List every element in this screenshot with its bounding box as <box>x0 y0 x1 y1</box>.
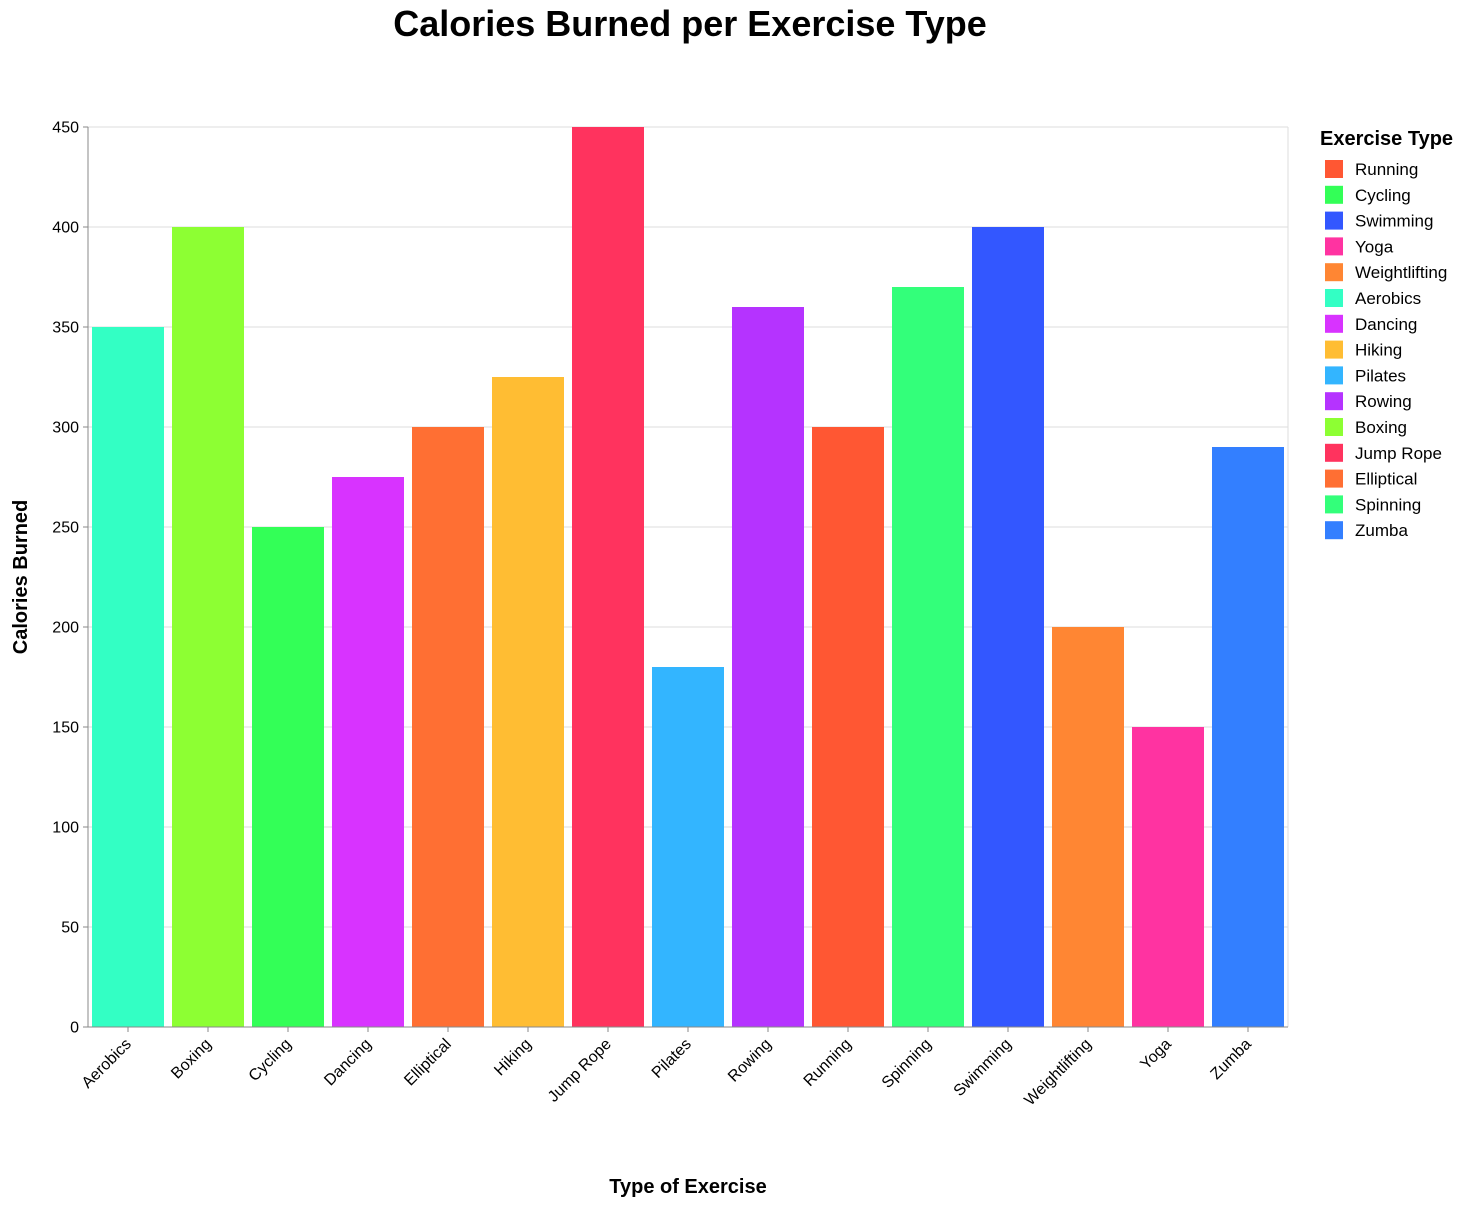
legend-swatch-cycling <box>1325 185 1343 204</box>
y-tick-label: 250 <box>52 520 79 537</box>
bar-zumba <box>1212 447 1284 1027</box>
legend-swatch-elliptical <box>1325 469 1343 488</box>
x-tick-label: Boxing <box>168 1036 215 1083</box>
bar-pilates <box>652 667 724 1027</box>
y-tick-label: 200 <box>52 620 79 637</box>
legend-label: Running <box>1355 160 1418 179</box>
x-axis-ticks: Aerobics Boxing Cycling Dancing Elliptical Hi… <box>79 1027 1255 1109</box>
bar-running <box>812 427 884 1027</box>
x-tick-label: Elliptical <box>401 1036 455 1090</box>
legend-label: Jump Rope <box>1355 444 1442 463</box>
y-tick-label: 150 <box>52 720 79 737</box>
bar-dancing <box>332 477 404 1027</box>
x-tick-label: Cycling <box>246 1036 295 1085</box>
y-tick-label: 300 <box>52 420 79 437</box>
legend-title: Exercise Type <box>1320 128 1453 150</box>
x-tick-label: Yoga <box>1137 1036 1174 1073</box>
legend-swatch-yoga <box>1325 237 1343 256</box>
x-axis-title: Type of Exercise <box>609 1176 766 1198</box>
legend-swatch-boxing <box>1325 418 1343 436</box>
legend-swatch-spinning <box>1325 495 1343 514</box>
legend: Exercise Type Running Cycling Swimming Yoga… <box>1320 128 1453 540</box>
x-tick-label: Swimming <box>951 1036 1015 1100</box>
x-tick-label: Weightlifting <box>1021 1036 1094 1109</box>
legend-swatch-zumba <box>1325 521 1343 540</box>
bar-cycling <box>252 527 324 1027</box>
legend-label: Rowing <box>1355 392 1412 411</box>
legend-label: Hiking <box>1355 341 1402 360</box>
legend-swatch-weightlifting <box>1325 263 1343 282</box>
x-tick-label: Zumba <box>1208 1036 1255 1083</box>
legend-label: Pilates <box>1355 366 1406 385</box>
legend-label: Dancing <box>1355 315 1417 334</box>
x-tick-label: Dancing <box>321 1036 375 1090</box>
legend-label: Spinning <box>1355 495 1421 514</box>
y-axis-ticks: 0 50 100 150 200 250 300 350 400 450 <box>52 120 88 1037</box>
x-tick-label: Running <box>801 1036 855 1090</box>
legend-swatch-hiking <box>1325 340 1343 359</box>
bars <box>92 127 1284 1027</box>
bar-elliptical <box>412 427 484 1027</box>
bar-rowing <box>732 307 804 1027</box>
bar-aerobics <box>92 327 164 1027</box>
y-tick-label: 350 <box>52 320 79 337</box>
legend-label: Weightlifting <box>1355 263 1447 282</box>
legend-swatch-swimming <box>1325 211 1343 230</box>
bar-jump-rope <box>572 127 644 1027</box>
x-tick-label: Hiking <box>491 1036 534 1079</box>
chart-title: Calories Burned per Exercise Type <box>393 3 987 44</box>
x-tick-label: Rowing <box>725 1036 775 1086</box>
legend-swatch-jump-rope <box>1325 443 1343 462</box>
x-tick-label: Spinning <box>879 1036 935 1092</box>
legend-label: Boxing <box>1355 418 1407 437</box>
legend-swatch-dancing <box>1325 314 1343 333</box>
y-tick-label: 50 <box>61 920 79 937</box>
y-tick-label: 450 <box>52 120 79 137</box>
y-tick-label: 100 <box>52 820 79 837</box>
y-tick-label: 0 <box>70 1020 79 1037</box>
legend-swatch-running <box>1325 160 1343 178</box>
legend-label: Elliptical <box>1355 470 1417 489</box>
x-tick-label: Jump Rope <box>545 1036 615 1106</box>
legend-label: Yoga <box>1355 237 1394 256</box>
bar-weightlifting <box>1052 627 1124 1027</box>
legend-label: Aerobics <box>1355 289 1421 308</box>
legend-swatch-aerobics <box>1325 289 1343 307</box>
x-tick-label: Aerobics <box>79 1036 135 1092</box>
bar-yoga <box>1132 727 1204 1027</box>
y-tick-label: 400 <box>52 220 79 237</box>
legend-label: Swimming <box>1355 212 1433 231</box>
legend-swatch-pilates <box>1325 366 1343 385</box>
legend-swatch-rowing <box>1325 392 1343 411</box>
legend-label: Zumba <box>1355 521 1408 540</box>
bar-spinning <box>892 287 964 1027</box>
bar-hiking <box>492 377 564 1027</box>
bar-swimming <box>972 227 1044 1027</box>
legend-label: Cycling <box>1355 186 1411 205</box>
bar-boxing <box>172 227 244 1027</box>
x-tick-label: Pilates <box>649 1036 695 1082</box>
y-axis-title: Calories Burned <box>10 500 32 654</box>
